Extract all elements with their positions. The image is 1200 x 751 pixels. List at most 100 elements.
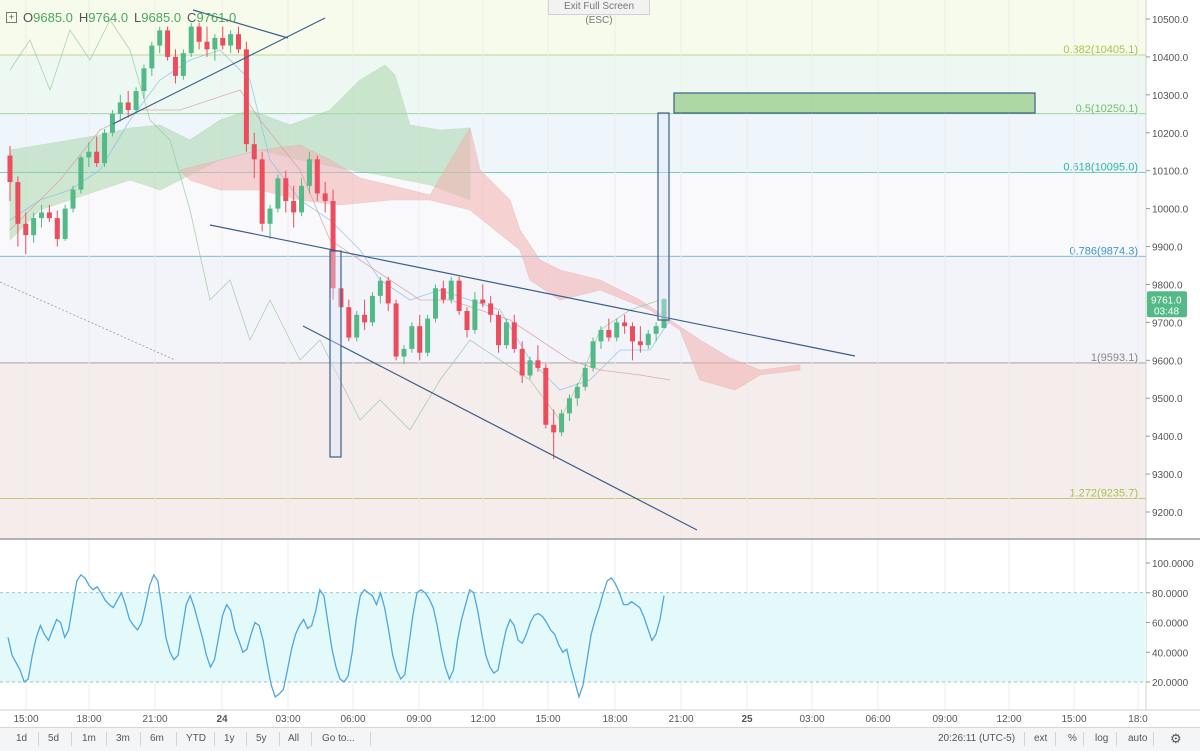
range-5d[interactable]: 5d xyxy=(48,733,60,744)
candle-body xyxy=(645,333,651,346)
candle-body xyxy=(54,218,60,239)
time-axis-label: 18:00 xyxy=(602,714,627,725)
price-axis-label: 9500.0 xyxy=(1152,394,1183,405)
candle xyxy=(228,30,234,54)
target-zone-rect xyxy=(673,92,1036,114)
goto-button[interactable]: Go to... xyxy=(322,733,355,744)
divider xyxy=(1024,732,1025,746)
measured-move-box-left xyxy=(329,250,342,458)
range-1y[interactable]: 1y xyxy=(224,733,235,744)
candle-body xyxy=(86,151,92,158)
candle xyxy=(472,292,478,334)
price-axis-label: 9600.0 xyxy=(1152,356,1183,367)
candle-body xyxy=(401,348,407,357)
candle xyxy=(362,299,368,330)
candle-body xyxy=(259,159,265,224)
candle xyxy=(330,189,336,300)
candle-body xyxy=(188,26,194,54)
price-axis-label: 10000.0 xyxy=(1152,205,1189,216)
candle-body xyxy=(409,326,415,349)
price-axis-label: 9200.0 xyxy=(1152,508,1183,519)
candle xyxy=(614,318,620,342)
range-3m[interactable]: 3m xyxy=(116,733,130,744)
candle xyxy=(566,394,572,421)
range-ytd[interactable]: YTD xyxy=(186,733,206,744)
candle xyxy=(259,151,265,232)
percent-toggle[interactable]: % xyxy=(1068,733,1077,744)
candle xyxy=(448,276,454,304)
ext-toggle[interactable]: ext xyxy=(1034,733,1048,744)
oscillator-line xyxy=(7,573,665,700)
time-axis-label: 12:00 xyxy=(470,714,495,725)
candle xyxy=(102,128,108,167)
candle xyxy=(527,356,533,380)
time-axis-label: 18:00 xyxy=(76,714,101,725)
candle-body xyxy=(354,314,360,338)
lagging-span-line xyxy=(9,19,661,431)
candle-body xyxy=(385,280,391,304)
oscillator-axis-label: 20.0000 xyxy=(1152,678,1189,689)
candle-body xyxy=(236,34,242,50)
candle-body xyxy=(70,189,76,209)
divider xyxy=(140,732,141,746)
candle xyxy=(31,212,37,243)
trendline-support xyxy=(302,325,698,531)
candle-body xyxy=(503,322,509,346)
divider xyxy=(1055,732,1056,746)
candle xyxy=(535,345,541,372)
candle xyxy=(598,326,604,349)
candle-body xyxy=(251,144,257,160)
candle-body xyxy=(559,413,565,433)
candle-body xyxy=(330,201,336,289)
candle-body xyxy=(566,398,572,414)
candle xyxy=(645,329,651,349)
candle xyxy=(299,178,305,217)
ohlc-high: H9764.0 xyxy=(78,10,129,25)
candle-body xyxy=(496,314,502,346)
ohlc-open: O9685.0 xyxy=(23,10,73,25)
candle-body xyxy=(377,280,383,296)
last-price-label: 9761.0 xyxy=(1151,295,1182,306)
range-6m[interactable]: 6m xyxy=(150,733,164,744)
candle-body xyxy=(661,299,667,329)
candle-body xyxy=(172,56,178,76)
divider xyxy=(71,732,72,746)
candle-body xyxy=(31,218,37,236)
candle xyxy=(314,155,320,202)
time-axis-label: 06:00 xyxy=(865,714,890,725)
ohlc-low: L9685.0 xyxy=(134,10,182,25)
exit-fullscreen-button[interactable]: Exit Full Screen (ESC) xyxy=(548,0,650,26)
candle xyxy=(165,26,171,61)
conversion-line xyxy=(9,49,671,391)
settings-icon[interactable]: ⚙ xyxy=(1170,731,1182,746)
candle xyxy=(503,318,509,349)
candle xyxy=(582,364,588,391)
chart-canvas[interactable]: 0.382(10405.1) 0.5(10250.1) 0.618(10095.0)… xyxy=(0,0,1200,727)
candle xyxy=(172,49,178,84)
range-1d[interactable]: 1d xyxy=(16,733,28,744)
price-axis-label: 9700.0 xyxy=(1152,318,1183,329)
candle-body xyxy=(180,53,186,76)
measured-move-box-right xyxy=(657,112,670,321)
candle xyxy=(488,295,494,323)
candle-body xyxy=(543,367,549,425)
range-all[interactable]: All xyxy=(288,733,300,744)
trendline-rising xyxy=(112,17,326,125)
candle-body xyxy=(472,299,478,330)
candle xyxy=(559,409,565,437)
candle-body xyxy=(15,182,21,224)
time-axis-label: 15:00 xyxy=(535,714,560,725)
candle xyxy=(149,41,155,76)
expand-icon[interactable]: + xyxy=(6,12,17,23)
range-1m[interactable]: 1m xyxy=(82,733,96,744)
log-toggle[interactable]: log xyxy=(1095,733,1109,744)
candle xyxy=(46,204,52,222)
price-axis-label: 9400.0 xyxy=(1152,432,1183,443)
candle xyxy=(629,322,635,361)
candle-body xyxy=(102,132,108,164)
candle xyxy=(133,87,139,114)
range-5y[interactable]: 5y xyxy=(256,733,267,744)
divider xyxy=(311,732,312,746)
auto-toggle[interactable]: auto xyxy=(1128,733,1148,744)
candle xyxy=(519,341,525,384)
